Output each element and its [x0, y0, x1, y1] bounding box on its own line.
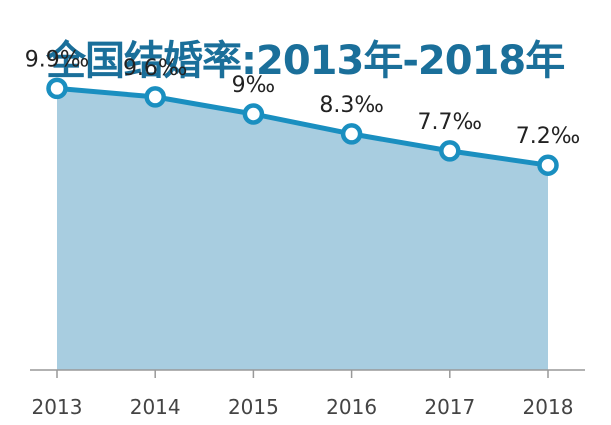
data-label-2017: 7.7‰ [418, 110, 483, 135]
area-fill [57, 88, 548, 371]
data-label-2018: 7.2‰ [516, 124, 581, 149]
data-label-2013: 9.9‰ [25, 47, 90, 72]
data-point-2017 [439, 140, 461, 162]
x-tick-label-2015: 2015 [228, 395, 279, 419]
chart-title: 全国结婚率:2013年-2018年 [46, 38, 565, 84]
x-tick-label-2017: 2017 [424, 395, 475, 419]
x-tick-label-2018: 2018 [523, 395, 574, 419]
data-label-2014: 9.6‰ [123, 56, 188, 81]
x-tick-label-2013: 2013 [32, 395, 83, 419]
data-point-2014 [144, 86, 166, 108]
data-point-2013 [46, 77, 68, 100]
x-tick-label-2016: 2016 [326, 395, 377, 419]
data-point-2018 [537, 154, 559, 176]
data-label-2016: 8.3‰ [319, 93, 384, 118]
series-line [56, 85, 549, 168]
data-point-2015 [242, 103, 265, 125]
data-label-2015: 9‰ [232, 73, 276, 98]
data-point-2016 [340, 123, 363, 145]
x-tick-label-2014: 2014 [130, 395, 181, 419]
